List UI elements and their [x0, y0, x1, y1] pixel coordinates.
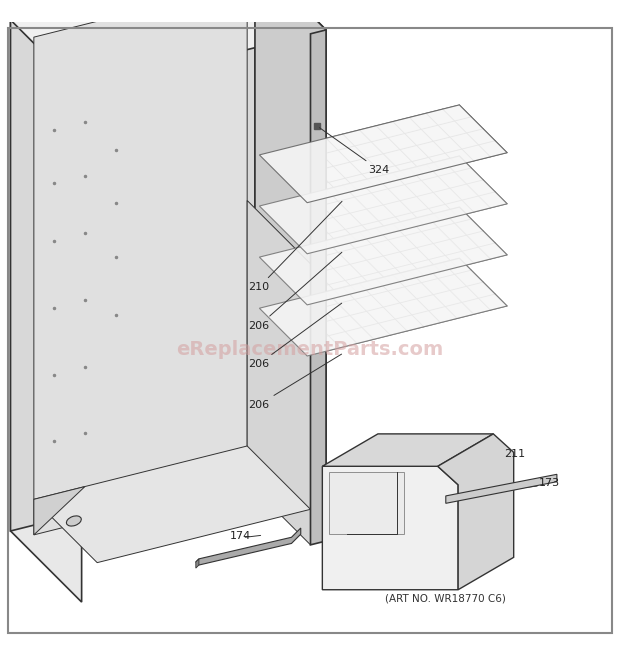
Polygon shape [34, 446, 311, 563]
Text: 210: 210 [248, 202, 342, 292]
Polygon shape [322, 434, 494, 466]
Text: 174: 174 [230, 531, 251, 541]
Polygon shape [259, 207, 507, 305]
Text: 324: 324 [319, 128, 390, 175]
Text: 206: 206 [248, 303, 342, 369]
Polygon shape [255, 0, 326, 541]
Polygon shape [438, 434, 514, 590]
Polygon shape [196, 528, 301, 565]
Text: 206: 206 [248, 354, 342, 410]
Polygon shape [259, 105, 507, 203]
Ellipse shape [66, 516, 81, 526]
Text: (ART NO. WR18770 C6): (ART NO. WR18770 C6) [386, 594, 506, 604]
Polygon shape [11, 0, 326, 91]
Polygon shape [259, 258, 507, 356]
Polygon shape [322, 466, 458, 590]
Polygon shape [329, 473, 404, 534]
Polygon shape [11, 0, 255, 531]
Polygon shape [311, 30, 326, 545]
Polygon shape [34, 486, 85, 535]
Text: 206: 206 [248, 253, 342, 330]
Polygon shape [446, 475, 557, 503]
Text: 173: 173 [538, 478, 559, 488]
Polygon shape [34, 0, 247, 535]
Text: 211: 211 [505, 449, 526, 459]
Polygon shape [259, 156, 507, 254]
Polygon shape [196, 559, 199, 568]
Polygon shape [247, 200, 311, 545]
Text: eReplacementParts.com: eReplacementParts.com [176, 340, 444, 358]
Polygon shape [11, 20, 82, 602]
